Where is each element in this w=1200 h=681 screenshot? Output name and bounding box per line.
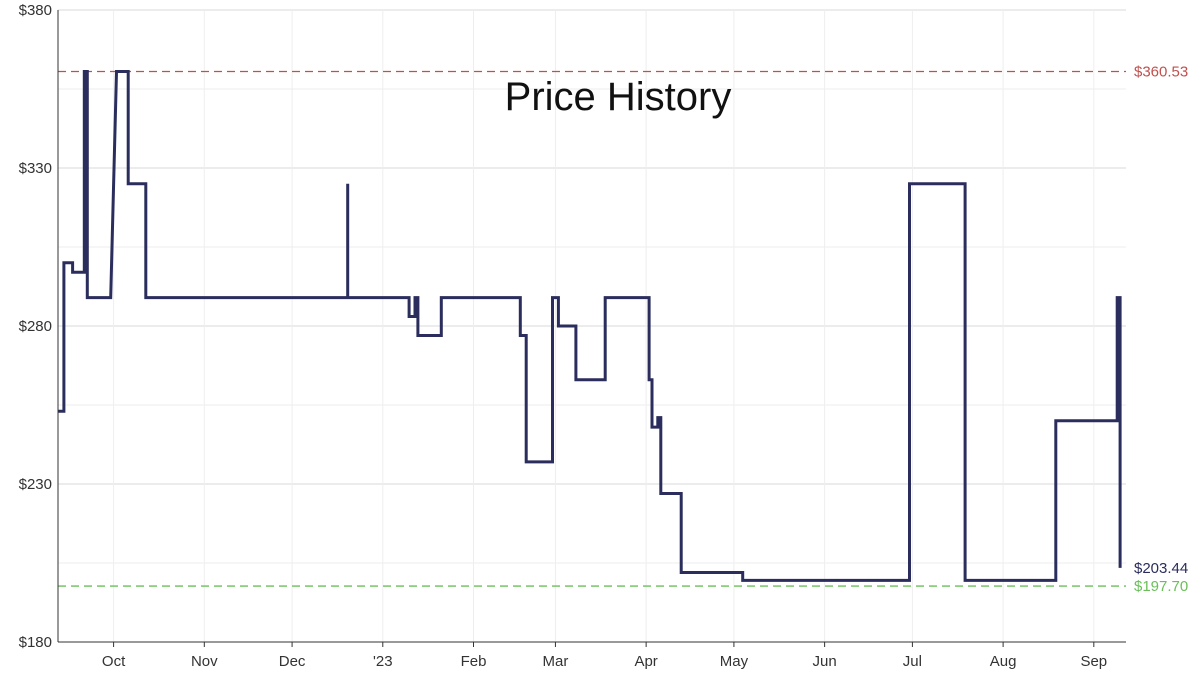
reference-line-label: $360.53 bbox=[1134, 64, 1188, 81]
chart-title: Price History bbox=[505, 75, 732, 119]
axes: $380 $330 $280 $230 $180 Oct Nov Dec '23 Feb Mar Ap… bbox=[19, 2, 1126, 670]
x-tick-label: '23 bbox=[373, 653, 393, 670]
x-tick-label: Oct bbox=[102, 653, 126, 670]
y-tick-label: $180 bbox=[19, 634, 52, 651]
x-tick-label: Apr bbox=[634, 653, 657, 670]
current-price-label: $203.44 bbox=[1134, 560, 1188, 577]
x-tick-label: Dec bbox=[279, 653, 306, 670]
x-tick-label: Feb bbox=[461, 653, 487, 670]
x-tick-label: Nov bbox=[191, 653, 218, 670]
x-tick-label: Mar bbox=[543, 653, 569, 670]
y-tick-label: $280 bbox=[19, 318, 52, 335]
x-tick-label: Sep bbox=[1080, 653, 1107, 670]
x-tick-label: May bbox=[720, 653, 749, 670]
x-tick-label: Jun bbox=[813, 653, 837, 670]
reference-lines: $360.53 $197.70$203.44 bbox=[58, 64, 1188, 595]
x-tick-label: Jul bbox=[903, 653, 922, 670]
grid bbox=[58, 9, 1126, 643]
reference-line-label: $197.70 bbox=[1134, 578, 1188, 595]
y-tick-label: $230 bbox=[19, 476, 52, 493]
price-series-line bbox=[58, 70, 1122, 582]
y-tick-label: $330 bbox=[19, 160, 52, 177]
y-tick-label: $380 bbox=[19, 2, 52, 19]
x-tick-label: Aug bbox=[990, 653, 1017, 670]
series-layer bbox=[58, 70, 1122, 582]
